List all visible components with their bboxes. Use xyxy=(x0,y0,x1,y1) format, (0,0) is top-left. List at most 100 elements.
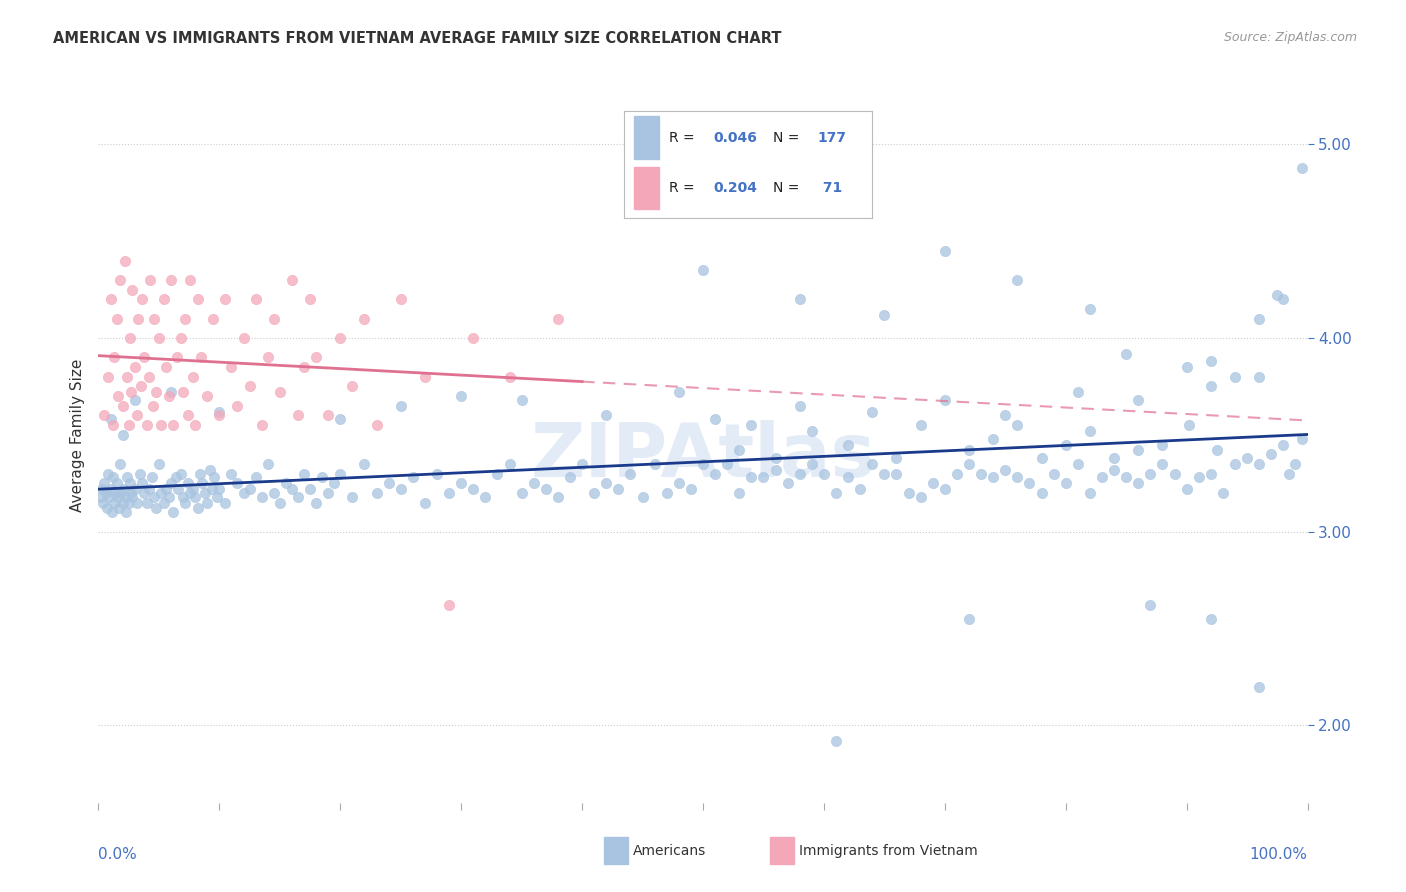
Point xyxy=(316,486,339,500)
Point xyxy=(160,476,183,491)
Point xyxy=(214,495,236,509)
Point xyxy=(191,476,214,491)
Point xyxy=(177,476,200,491)
Point xyxy=(169,331,191,345)
Point xyxy=(1115,470,1137,484)
Point xyxy=(1067,385,1090,400)
Point xyxy=(114,490,136,504)
Point xyxy=(90,490,112,504)
Point xyxy=(789,467,811,481)
Point xyxy=(389,293,412,307)
Point xyxy=(195,389,218,403)
Point xyxy=(97,369,120,384)
Point xyxy=(934,392,956,407)
Point xyxy=(232,486,254,500)
Point xyxy=(204,470,226,484)
Point xyxy=(860,404,883,418)
Point xyxy=(728,443,751,458)
Point xyxy=(498,457,520,471)
Point xyxy=(311,470,333,484)
Point xyxy=(134,351,156,365)
Point xyxy=(571,457,593,471)
Point xyxy=(765,463,787,477)
Point xyxy=(1223,369,1246,384)
Point xyxy=(127,311,149,326)
Point xyxy=(131,293,153,307)
Point xyxy=(1267,288,1289,302)
Point xyxy=(108,273,131,287)
Point xyxy=(981,432,1004,446)
Point xyxy=(172,385,194,400)
Point xyxy=(226,399,249,413)
Point xyxy=(214,293,236,307)
Point xyxy=(1018,476,1040,491)
Point xyxy=(316,409,339,423)
Point xyxy=(1249,457,1271,471)
Point xyxy=(825,486,848,500)
Point xyxy=(179,273,201,287)
Point xyxy=(366,418,388,433)
Point xyxy=(121,490,143,504)
Point xyxy=(389,399,412,413)
Point xyxy=(101,418,124,433)
Point xyxy=(1291,161,1313,175)
Point xyxy=(957,457,980,471)
Point xyxy=(292,467,315,481)
Point xyxy=(474,490,496,504)
Point xyxy=(1031,451,1053,466)
Point xyxy=(152,293,174,307)
Text: 0.0%: 0.0% xyxy=(98,847,138,862)
Point xyxy=(631,490,654,504)
Point xyxy=(162,418,184,433)
Point xyxy=(523,476,546,491)
Point xyxy=(167,482,190,496)
Point xyxy=(402,470,425,484)
Point xyxy=(1139,467,1161,481)
Point xyxy=(353,457,375,471)
Point xyxy=(934,482,956,496)
Point xyxy=(135,418,157,433)
Point xyxy=(94,486,117,500)
Point xyxy=(117,470,139,484)
Point xyxy=(115,505,138,519)
Point xyxy=(873,308,896,322)
Point xyxy=(413,369,436,384)
Point xyxy=(305,495,328,509)
Point xyxy=(299,482,322,496)
Point xyxy=(1067,457,1090,471)
Point xyxy=(101,470,124,484)
Point xyxy=(105,476,128,491)
Point xyxy=(1284,457,1306,471)
Point xyxy=(110,486,132,500)
Point xyxy=(162,505,184,519)
Point xyxy=(221,467,243,481)
Point xyxy=(534,482,557,496)
Point xyxy=(117,369,139,384)
Point xyxy=(91,495,114,509)
Point xyxy=(426,467,449,481)
Point xyxy=(111,428,134,442)
Point xyxy=(97,467,120,481)
Point xyxy=(1139,599,1161,613)
Point xyxy=(994,463,1017,477)
Point xyxy=(148,457,170,471)
Point xyxy=(1199,379,1222,393)
Point xyxy=(226,476,249,491)
Point xyxy=(1291,432,1313,446)
Point xyxy=(155,360,177,375)
Point xyxy=(450,476,472,491)
Point xyxy=(668,476,690,491)
Point xyxy=(145,501,167,516)
Point xyxy=(1272,437,1295,451)
Point xyxy=(1249,680,1271,694)
Point xyxy=(437,486,460,500)
Point xyxy=(118,495,141,509)
Point xyxy=(198,463,221,477)
Point xyxy=(100,293,122,307)
Point xyxy=(946,467,969,481)
Point xyxy=(825,734,848,748)
Point xyxy=(595,409,617,423)
Point xyxy=(583,486,606,500)
Point xyxy=(138,482,160,496)
Point xyxy=(607,482,630,496)
